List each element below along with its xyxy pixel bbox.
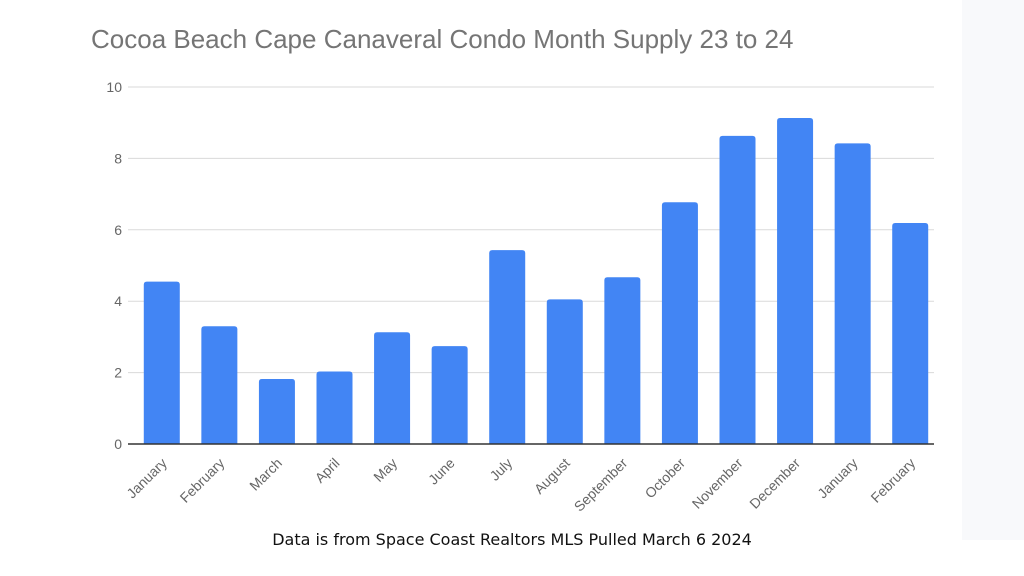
x-tick-label: August [531, 455, 573, 497]
x-tick-label: November [689, 455, 746, 512]
x-tick-label: January [123, 455, 170, 502]
bar [201, 326, 238, 444]
bar [719, 135, 756, 444]
bar [834, 143, 871, 444]
x-tick-label: March [246, 455, 285, 494]
bar [258, 379, 295, 444]
x-tick-label: September [571, 455, 631, 515]
bar [604, 277, 641, 444]
y-tick-label: 0 [114, 436, 122, 452]
bar [143, 281, 180, 444]
x-tick-label: January [814, 455, 861, 502]
y-tick-label: 2 [114, 365, 122, 381]
x-tick-label: February [177, 455, 228, 506]
y-tick-label: 6 [114, 222, 122, 238]
bar [374, 332, 411, 444]
x-tick-label: July [486, 455, 515, 484]
bar [489, 250, 526, 444]
bar [892, 223, 929, 444]
side-panel [962, 0, 1024, 540]
x-tick-label: April [311, 455, 342, 486]
bar [777, 118, 814, 445]
x-tick-label: February [867, 455, 918, 506]
x-tick-label: December [746, 455, 803, 512]
footnote: Data is from Space Coast Realtors MLS Pu… [272, 530, 752, 549]
y-tick-label: 4 [114, 293, 122, 309]
x-tick-label: May [370, 455, 400, 485]
chart-title: Cocoa Beach Cape Canaveral Condo Month S… [91, 24, 794, 54]
bar [661, 202, 698, 444]
bar [546, 299, 583, 444]
y-tick-label: 10 [106, 79, 122, 95]
bar [431, 346, 468, 444]
y-tick-label: 8 [114, 150, 122, 166]
bar [316, 371, 353, 444]
x-tick-label: October [642, 455, 689, 502]
x-tick-label: June [425, 455, 458, 488]
